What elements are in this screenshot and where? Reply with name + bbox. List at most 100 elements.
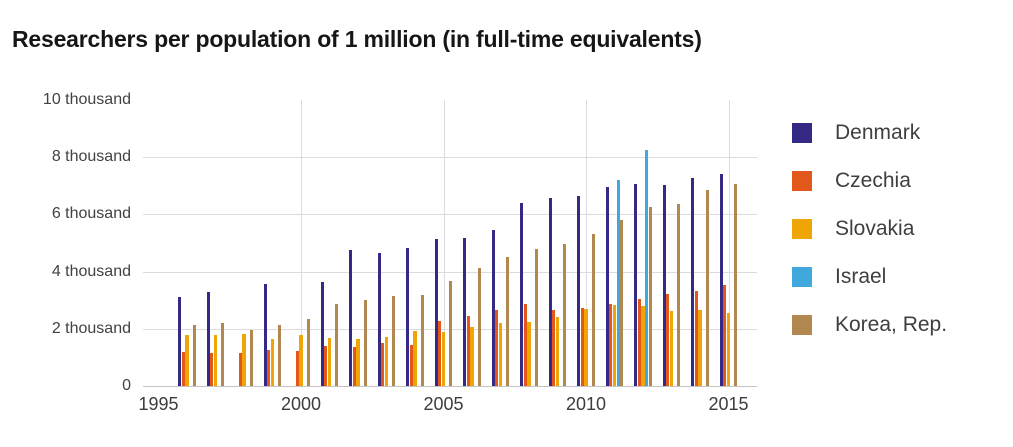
bar-czechia-2010[interactable] bbox=[580, 308, 584, 386]
x-axis-tick-label: 2010 bbox=[565, 394, 607, 414]
bar-korea-rep-2004[interactable] bbox=[420, 294, 424, 386]
bar-korea-rep-2015[interactable] bbox=[734, 184, 738, 386]
bar-denmark-2009[interactable] bbox=[548, 197, 552, 386]
bar-slovakia-2010[interactable] bbox=[584, 309, 588, 386]
bar-czechia-2015[interactable] bbox=[723, 284, 727, 386]
bar-slovakia-2001[interactable] bbox=[327, 337, 332, 386]
bar-czechia-1999[interactable] bbox=[267, 349, 271, 386]
x-axis-tick-label: 2005 bbox=[423, 394, 464, 414]
bar-czechia-1997[interactable] bbox=[210, 353, 214, 386]
bar-slovakia-2004[interactable] bbox=[413, 331, 417, 386]
y-axis-tick-label: 10 thousand bbox=[42, 91, 131, 108]
bar-slovakia-2008[interactable] bbox=[527, 322, 531, 386]
bar-korea-rep-1998[interactable] bbox=[249, 330, 253, 386]
bar-denmark-1999[interactable] bbox=[263, 284, 267, 386]
bar-czechia-2014[interactable] bbox=[694, 290, 698, 386]
bar-korea-rep-2012[interactable] bbox=[648, 206, 652, 386]
bar-korea-rep-2010[interactable] bbox=[591, 234, 595, 386]
bar-denmark-2012[interactable] bbox=[634, 183, 638, 386]
bar-denmark-2007[interactable] bbox=[491, 230, 495, 386]
bar-denmark-2010[interactable] bbox=[577, 196, 581, 386]
bar-denmark-2004[interactable] bbox=[406, 247, 410, 386]
bar-korea-rep-2011[interactable] bbox=[620, 220, 624, 386]
bar-czechia-2005[interactable] bbox=[438, 320, 442, 386]
legend-item-slovakia[interactable]: Slovakia bbox=[792, 217, 947, 240]
bar-czechia-2011[interactable] bbox=[609, 304, 613, 386]
bar-slovakia-2000[interactable] bbox=[299, 335, 303, 386]
bar-korea-rep-2014[interactable] bbox=[705, 190, 709, 386]
bar-korea-rep-1999[interactable] bbox=[278, 325, 282, 386]
bar-korea-rep-1996[interactable] bbox=[192, 325, 196, 386]
y-axis-tick-label: 2 thousand bbox=[51, 319, 131, 337]
legend-item-denmark[interactable]: Denmark bbox=[792, 121, 947, 144]
bar-slovakia-2012[interactable] bbox=[641, 306, 645, 386]
bar-korea-rep-1997[interactable] bbox=[221, 323, 225, 386]
bar-czechia-2008[interactable] bbox=[523, 304, 527, 386]
bar-denmark-2006[interactable] bbox=[463, 237, 467, 386]
bar-slovakia-2007[interactable] bbox=[498, 323, 503, 386]
bar-denmark-2003[interactable] bbox=[377, 253, 381, 386]
bar-korea-rep-2005[interactable] bbox=[449, 281, 453, 386]
bar-denmark-2015[interactable] bbox=[719, 174, 723, 386]
legend-item-korea-rep[interactable]: Korea, Rep. bbox=[792, 313, 948, 336]
bar-korea-rep-2000[interactable] bbox=[306, 319, 310, 386]
bar-czechia-1998[interactable] bbox=[238, 352, 242, 386]
y-axis-tick-label: 8 thousand bbox=[51, 148, 131, 166]
chart-title: Researchers per population of 1 million … bbox=[12, 26, 702, 52]
bar-denmark-2002[interactable] bbox=[349, 250, 353, 386]
bar-israel-2011[interactable] bbox=[616, 180, 620, 386]
bar-denmark-1996[interactable] bbox=[178, 297, 182, 386]
bar-slovakia-2006[interactable] bbox=[470, 326, 474, 386]
bar-slovakia-2015[interactable] bbox=[726, 313, 731, 386]
bar-denmark-2005[interactable] bbox=[434, 238, 438, 386]
bar-czechia-2001[interactable] bbox=[324, 346, 328, 386]
bar-czechia-2004[interactable] bbox=[409, 344, 413, 386]
bar-czechia-2012[interactable] bbox=[637, 298, 641, 386]
bar-slovakia-2014[interactable] bbox=[698, 309, 702, 386]
legend-swatch-israel bbox=[792, 267, 812, 287]
bar-korea-rep-2009[interactable] bbox=[563, 244, 567, 386]
bar-denmark-2001[interactable] bbox=[320, 282, 324, 386]
bar-denmark-2014[interactable] bbox=[691, 177, 695, 386]
bar-slovakia-2013[interactable] bbox=[669, 311, 674, 386]
bar-czechia-1996[interactable] bbox=[181, 351, 185, 386]
legend-item-czechia[interactable]: Czechia bbox=[792, 169, 947, 192]
bar-denmark-1997[interactable] bbox=[206, 291, 210, 386]
legend-item-israel[interactable]: Israel bbox=[792, 265, 947, 288]
legend-label-slovakia: Slovakia bbox=[835, 217, 915, 240]
bar-korea-rep-2003[interactable] bbox=[392, 295, 396, 386]
bar-denmark-2011[interactable] bbox=[605, 186, 609, 386]
bar-korea-rep-2002[interactable] bbox=[363, 300, 367, 386]
bar-slovakia-1999[interactable] bbox=[270, 338, 275, 386]
bar-czechia-2006[interactable] bbox=[466, 315, 470, 386]
bar-slovakia-1996[interactable] bbox=[185, 335, 189, 386]
bar-czechia-2002[interactable] bbox=[352, 346, 356, 386]
bar-denmark-2008[interactable] bbox=[520, 202, 524, 386]
bar-slovakia-1997[interactable] bbox=[213, 334, 218, 386]
bar-slovakia-2009[interactable] bbox=[555, 316, 560, 386]
bar-denmark-2013[interactable] bbox=[662, 185, 666, 386]
y-axis-tick-label: 6 thousand bbox=[51, 205, 131, 223]
legend-swatch-denmark bbox=[792, 123, 812, 143]
bar-korea-rep-2008[interactable] bbox=[534, 249, 538, 386]
bar-czechia-2003[interactable] bbox=[381, 342, 385, 386]
bar-korea-rep-2013[interactable] bbox=[677, 203, 681, 386]
bar-slovakia-1998[interactable] bbox=[242, 333, 246, 386]
bar-czechia-2007[interactable] bbox=[495, 309, 499, 386]
bar-czechia-2013[interactable] bbox=[666, 294, 670, 386]
legend-label-korea-rep: Korea, Rep. bbox=[835, 313, 948, 336]
bar-czechia-2009[interactable] bbox=[552, 310, 556, 386]
y-axis-tick-label: 0 bbox=[122, 377, 131, 394]
bar-korea-rep-2006[interactable] bbox=[477, 268, 481, 386]
bar-slovakia-2002[interactable] bbox=[356, 338, 360, 386]
bar-czechia-2000[interactable] bbox=[295, 350, 299, 386]
bar-korea-rep-2001[interactable] bbox=[335, 304, 339, 386]
bar-korea-rep-2007[interactable] bbox=[506, 257, 510, 386]
y-gridline-0 bbox=[143, 386, 757, 387]
bar-slovakia-2011[interactable] bbox=[612, 305, 617, 386]
bar-slovakia-2005[interactable] bbox=[441, 332, 446, 386]
bar-israel-2012[interactable] bbox=[645, 150, 649, 386]
chart-legend: Denmark Czechia Slovakia Israel Korea, Rep. bbox=[792, 121, 948, 363]
bar-slovakia-2003[interactable] bbox=[384, 337, 389, 386]
